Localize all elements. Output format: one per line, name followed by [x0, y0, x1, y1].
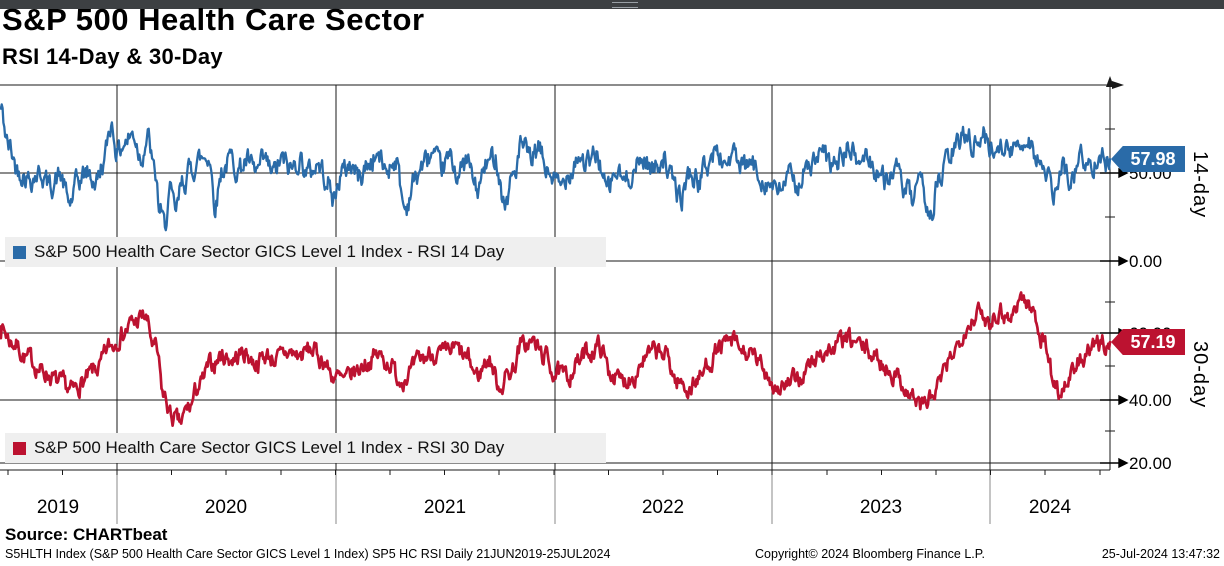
rsi14-legend-label: S&P 500 Health Care Sector GICS Level 1 … — [34, 242, 505, 261]
rsi30-tick-40: 40.00 — [1129, 391, 1172, 410]
right-axis-minor-ticks — [1105, 128, 1115, 432]
year-separator-stubs — [116, 470, 991, 524]
page-subtitle: RSI 14-Day & 30-Day — [2, 44, 223, 69]
rsi14-axis-title: 14-day — [1189, 151, 1211, 219]
rsi30-series-line — [0, 291, 1112, 428]
rsi14-legend: S&P 500 Health Care Sector GICS Level 1 … — [5, 237, 606, 267]
year-label-2023: 2023 — [859, 497, 903, 518]
footer-ticker-info: S5HLTH Index (S&P 500 Health Care Sector… — [5, 547, 611, 561]
year-label-2020: 2020 — [204, 497, 248, 518]
divider-grip-icon[interactable] — [612, 2, 638, 8]
rsi30-axis-title: 30-day — [1189, 341, 1211, 409]
rsi30-legend-swatch-icon — [13, 441, 26, 455]
rsi14-tick-0: 0.00 — [1129, 252, 1163, 271]
year-label-2021: 2021 — [423, 497, 467, 518]
year-gridlines — [116, 85, 991, 470]
year-label-2022: 2022 — [641, 497, 685, 518]
year-label-2019: 2019 — [36, 497, 80, 518]
rsi30-tick-20: 20.00 — [1129, 454, 1172, 473]
panel-divider[interactable] — [0, 0, 1224, 9]
rsi14-legend-swatch-icon — [13, 245, 26, 259]
footer-timestamp: 25-Jul-2024 13:47:32 — [1101, 547, 1220, 561]
axis-arrowheads — [1106, 76, 1124, 89]
rsi14-last-value-tag: 57.98 — [1111, 146, 1185, 172]
year-label-2024: 2024 — [1028, 497, 1072, 518]
rsi30-legend: S&P 500 Health Care Sector GICS Level 1 … — [5, 433, 606, 463]
right-axis-tick-arrows — [1100, 167, 1129, 469]
source-label: Source: CHARTbeat — [5, 525, 168, 544]
rsi30-legend-label: S&P 500 Health Care Sector GICS Level 1 … — [34, 438, 505, 457]
rsi30-last-value-tag: 57.19 — [1111, 329, 1185, 355]
page-title: S&P 500 Health Care Sector — [2, 2, 425, 37]
x-axis-minor-ticks — [7, 470, 1101, 475]
rsi14-series-line — [0, 103, 1112, 232]
footer-copyright: Copyright© 2024 Bloomberg Finance L.P. — [755, 547, 985, 561]
